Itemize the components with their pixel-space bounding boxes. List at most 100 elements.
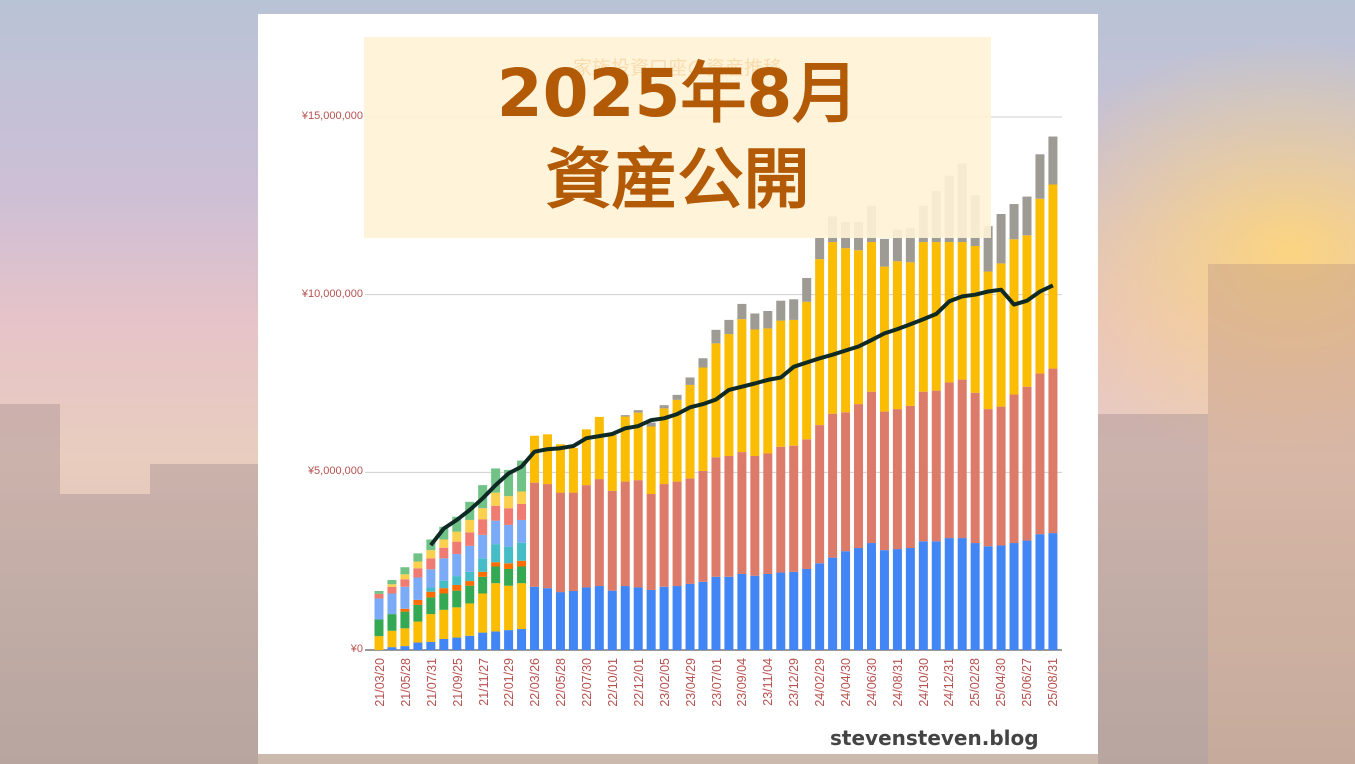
bar-segment-s1 — [841, 412, 851, 552]
bar-segment-s10 — [750, 313, 760, 330]
bar-segment-s9 — [374, 591, 384, 594]
bar-segment-s1 — [970, 392, 980, 544]
bar-segment-s10 — [737, 303, 747, 320]
bar-segment-s0 — [426, 641, 436, 650]
bar-segment-s10 — [776, 300, 786, 321]
bar-segment-s10 — [633, 410, 643, 413]
bar-segment-s1 — [866, 391, 876, 544]
bar-segment-s1 — [789, 445, 799, 572]
x-tick-label: 22/01/29 — [502, 658, 517, 707]
bar-segment-s0 — [854, 548, 864, 650]
bar-segment-s1 — [944, 382, 954, 539]
bar-segment-s0 — [983, 546, 993, 650]
bar-segment-s1 — [750, 455, 760, 576]
bar-segment-s2 — [944, 242, 954, 383]
bar-segment-s8 — [400, 574, 410, 580]
bar-segment-s2 — [374, 636, 384, 650]
bar-segment-s10 — [802, 277, 812, 302]
bar-segment-s0 — [504, 630, 514, 650]
bar-segment-s0 — [530, 586, 540, 650]
bar-segment-s2 — [530, 435, 540, 483]
bar-segment-s2 — [931, 242, 941, 391]
bar-segment-s0 — [789, 571, 799, 650]
bar-segment-s5 — [439, 580, 449, 589]
bar-segment-s1 — [568, 492, 578, 592]
bar-segment-s10 — [646, 422, 656, 427]
bar-segment-s6 — [465, 545, 475, 572]
bar-segment-s0 — [841, 551, 851, 650]
bar-segment-s1 — [1035, 373, 1045, 535]
bar-segment-s0 — [672, 586, 682, 650]
bar-segment-s1 — [711, 457, 721, 577]
bar-segment-s1 — [724, 455, 734, 577]
bar-segment-s1 — [581, 485, 591, 588]
bar-segment-s1 — [607, 490, 617, 591]
bar-segment-s10 — [1022, 196, 1032, 236]
bar-segment-s3 — [452, 590, 462, 608]
bar-segment-s0 — [413, 642, 423, 650]
bar-segment-s7 — [413, 568, 423, 578]
x-tick-label: 22/07/30 — [580, 658, 595, 707]
y-tick-label: ¥10,000,000 — [301, 287, 363, 300]
bar-segment-s2 — [996, 263, 1006, 407]
bar-segment-s0 — [711, 576, 721, 650]
background-building — [0, 404, 60, 764]
bar-segment-s8 — [413, 561, 423, 569]
bar-segment-s1 — [815, 425, 825, 564]
bar-segment-s2 — [568, 447, 578, 493]
bar-segment-s7 — [439, 547, 449, 559]
bar-segment-s9 — [400, 567, 410, 575]
bar-segment-s4 — [465, 581, 475, 586]
bar-segment-s10 — [672, 394, 682, 400]
bar-segment-s0 — [828, 557, 838, 650]
bar-segment-s10 — [996, 214, 1006, 264]
bar-segment-s8 — [465, 519, 475, 533]
bar-segment-s10 — [698, 358, 708, 368]
bar-segment-s2 — [581, 429, 591, 486]
bar-segment-s0 — [517, 629, 527, 650]
bar-segment-s1 — [996, 406, 1006, 546]
bar-segment-s2 — [892, 261, 902, 410]
bar-segment-s8 — [387, 584, 397, 587]
blog-watermark: stevensteven.blog — [830, 726, 1039, 750]
bar-segment-s2 — [970, 245, 980, 393]
bar-segment-s9 — [452, 516, 462, 532]
bar-segment-s0 — [802, 568, 812, 650]
bar-segment-s6 — [374, 598, 384, 620]
bar-segment-s7 — [426, 558, 436, 570]
bar-segment-s2 — [620, 416, 630, 482]
bar-segment-s0 — [594, 586, 604, 650]
bar-segment-s1 — [542, 484, 552, 589]
bar-segment-s0 — [581, 587, 591, 650]
bar-segment-s8 — [517, 491, 527, 504]
bar-segment-s2 — [1009, 239, 1019, 395]
bar-segment-s2 — [413, 621, 423, 643]
bar-segment-s2 — [478, 593, 488, 633]
x-tick-label: 21/05/28 — [398, 658, 413, 707]
bar-segment-s5 — [465, 571, 475, 582]
bar-segment-s10 — [983, 226, 993, 272]
bar-segment-s0 — [750, 575, 760, 650]
bar-segment-s0 — [607, 590, 617, 650]
bar-segment-s2 — [879, 266, 889, 412]
bar-segment-s2 — [854, 250, 864, 405]
bar-segment-s1 — [672, 481, 682, 587]
bar-segment-s0 — [478, 632, 488, 650]
bar-segment-s4 — [504, 563, 514, 569]
x-tick-label: 25/08/31 — [1046, 658, 1060, 707]
bar-segment-s0 — [944, 538, 954, 650]
bar-segment-s0 — [685, 583, 695, 650]
bar-segment-s6 — [452, 554, 462, 577]
y-tick-label: ¥15,000,000 — [301, 110, 363, 122]
bar-segment-s8 — [426, 550, 436, 559]
bar-segment-s0 — [918, 541, 928, 650]
bar-segment-s1 — [983, 409, 993, 547]
x-tick-label: 23/07/01 — [709, 658, 724, 707]
bar-segment-s0 — [763, 573, 773, 650]
bar-segment-s2 — [983, 271, 993, 410]
bar-segment-s4 — [517, 560, 527, 567]
bar-segment-s10 — [1048, 136, 1058, 185]
bar-segment-s0 — [620, 586, 630, 650]
bar-segment-s10 — [685, 377, 695, 385]
bar-segment-s4 — [426, 591, 436, 598]
